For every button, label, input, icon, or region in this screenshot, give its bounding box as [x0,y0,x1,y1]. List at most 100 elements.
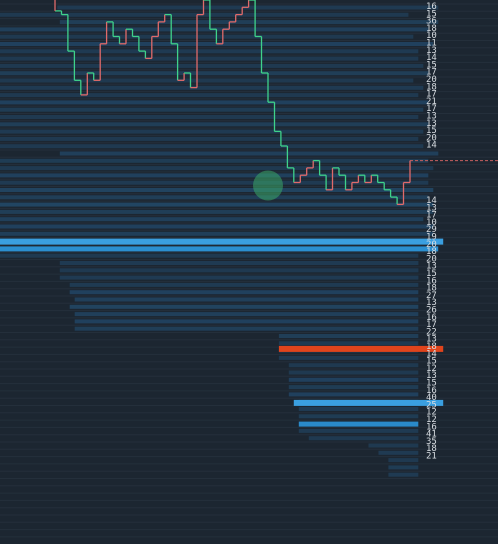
liquidity-level [0,180,429,185]
liquidity-level [74,297,419,302]
liquidity-level [0,253,419,258]
price-axis: 1615361810111314151720181721171313152014… [426,2,437,462]
liquidity-level [0,224,434,229]
price-axis-label: 22 [426,327,437,337]
price-axis-label: 18 [426,247,437,257]
price-axis-label: 12 [426,408,437,418]
price-axis-label: 15 [426,60,437,70]
price-axis-label: 13 [426,112,437,122]
price-axis-label: 18 [426,284,437,294]
price-axis-label: 18 [426,82,437,92]
price-axis-label: 13 [426,46,437,56]
liquidity-level [0,217,424,222]
liquidity-level [74,326,419,331]
liquidity-level [0,122,429,127]
liquidity-level [298,414,419,419]
liquidity-level [388,472,419,477]
liquidity-level [0,85,424,90]
price-axis-label: 27 [426,291,437,301]
liquidity-level [0,209,434,214]
trade-marker[interactable] [253,170,283,201]
large-order-levels [0,238,444,406]
liquidity-level [278,341,419,346]
price-axis-label: 15 [426,357,437,367]
price-axis-label: 25 [426,400,437,410]
liquidity-level [0,71,429,76]
price-axis-label: 21 [426,452,437,462]
price-axis-label: 18 [426,444,437,454]
price-axis-label: 14 [426,141,437,151]
liquidity-level [0,188,434,192]
price-line [54,0,411,206]
price-axis-label: 13 [426,298,437,308]
price-axis-label: 10 [426,31,437,41]
liquidity-level [288,370,419,375]
liquidity-level [388,458,419,463]
liquidity-level [0,202,434,207]
price-axis-label: 19 [426,233,437,243]
liquidity-level [59,275,419,280]
liquidity-level [59,151,439,156]
liquidity-level [0,166,434,171]
liquidity-level [298,421,419,427]
liquidity-level [0,34,414,39]
liquidity-level [0,56,419,61]
liquidity-level [0,195,429,200]
liquidity-level [298,428,419,433]
liquidity-level [0,115,419,119]
liquidity-level [0,129,424,134]
price-axis-label: 13 [426,262,437,272]
price-grid [0,3,498,538]
price-axis-label: 16 [426,313,437,323]
price-axis-label: 18 [426,342,437,352]
liquidity-level [0,173,429,178]
liquidity-level [0,100,429,105]
price-axis-label: 10 [426,218,437,228]
liquidity-level [69,282,419,287]
liquidity-level [59,20,439,25]
liquidity-level [368,443,419,448]
large-bid-order[interactable] [0,238,444,245]
liquidity-level [278,355,419,360]
liquidity-level [0,246,439,252]
liquidity-level [74,312,419,317]
liquidity-level [378,450,419,455]
price-axis-label: 20 [426,254,437,264]
liquidity-level [388,465,419,470]
price-axis-label: 16 [426,276,437,286]
liquidity-level [0,12,409,17]
price-axis-label: 14 [426,196,437,206]
large-bid-order[interactable] [293,399,444,406]
liquidity-level [0,93,419,98]
price-axis-label: 16 [426,2,437,12]
price-axis-label: 17 [426,68,437,78]
liquidity-level [298,407,419,411]
price-axis-label: 17 [426,90,437,100]
liquidity-level [278,334,419,338]
price-axis-label: 20 [426,133,437,143]
price-axis-label: 18 [426,24,437,34]
liquidity-level [0,49,419,54]
liquidity-level [0,63,424,68]
price-axis-label: 36 [426,17,437,27]
price-axis-label: 15 [426,126,437,136]
price-axis-label: 15 [426,379,437,389]
liquidity-level [288,385,419,390]
price-axis-label: 13 [426,203,437,213]
liquidity-level [288,392,419,397]
price-axis-label: 21 [426,97,437,107]
price-axis-label: 41 [426,430,437,440]
price-axis-label: 20 [426,75,437,85]
large-ask-order[interactable] [278,345,444,352]
price-axis-label: 17 [426,211,437,221]
price-axis-label: 15 [426,9,437,19]
liquidity-level [288,363,419,368]
liquidity-level [0,144,424,149]
price-axis-label: 35 [426,437,437,447]
liquidity-level [288,377,419,382]
price-axis-label: 12 [426,415,437,425]
liquidity-level [0,107,424,112]
price-axis-label: 13 [426,335,437,345]
price-axis-label: 17 [426,320,437,330]
